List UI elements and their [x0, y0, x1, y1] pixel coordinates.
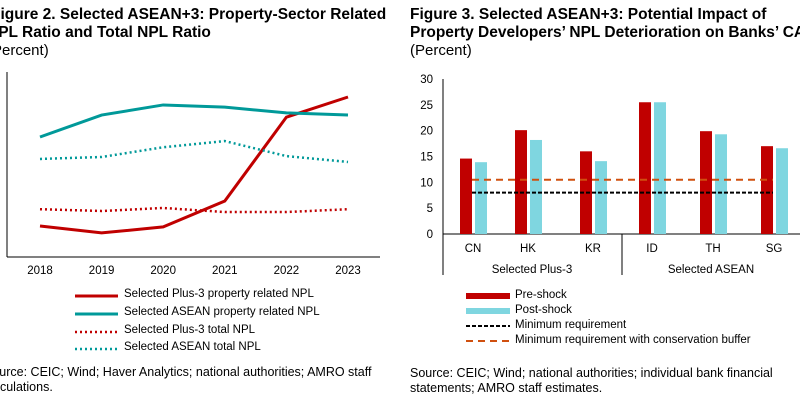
- right-y-tick-label: 10: [420, 177, 433, 189]
- right-source-line1: Source: CEIC; Wind; national authorities…: [410, 366, 773, 380]
- category-label: TH: [705, 243, 720, 255]
- left-x-tick-label: 2021: [212, 265, 238, 277]
- bar-pre-HK: [515, 130, 527, 234]
- bar-pre-CN: [460, 158, 472, 234]
- left-source-line1: Source: CEIC; Wind; Haver Analytics; nat…: [0, 365, 372, 379]
- category-label: ID: [646, 243, 658, 255]
- line-series-1: [39, 103, 349, 139]
- legend-label-3: Selected ASEAN total NPL: [124, 341, 261, 353]
- bar-pre-SG: [761, 146, 773, 234]
- category-label: KR: [585, 243, 601, 255]
- left-unit: (Percent): [0, 42, 49, 59]
- group-label: Selected Plus-3: [492, 264, 573, 276]
- legend-label-buffer: Minimum requirement with conservation bu…: [515, 334, 751, 346]
- right-source-line2: statements; AMRO staff estimates.: [410, 381, 603, 395]
- right-y-tick-label: 30: [420, 74, 433, 86]
- bar-pre-ID: [639, 102, 651, 234]
- left-x-tick-label: 2018: [27, 265, 53, 277]
- bar-post-CN: [475, 162, 487, 234]
- bar-post-TH: [715, 134, 727, 234]
- bar-pre-TH: [700, 131, 712, 234]
- left-title-line1: Figure 2. Selected ASEAN+3: Property-Sec…: [0, 6, 387, 23]
- bar-post-KR: [595, 161, 607, 234]
- legend-label-0: Selected Plus-3 property related NPL: [124, 288, 314, 300]
- group-label: Selected ASEAN: [668, 264, 754, 276]
- category-label: SG: [766, 243, 783, 255]
- category-label: HK: [520, 243, 536, 255]
- right-y-tick-label: 0: [427, 229, 433, 241]
- line-series-3: [39, 139, 349, 164]
- left-title-line2: NPL Ratio and Total NPL Ratio: [0, 24, 211, 41]
- right-title-line1: Figure 3. Selected ASEAN+3: Potential Im…: [410, 6, 767, 23]
- legend-label-1: Selected ASEAN property related NPL: [124, 306, 320, 318]
- right-title-line2: Property Developers’ NPL Deterioration o…: [410, 24, 800, 41]
- left-source-line2: calculations.: [0, 380, 53, 394]
- left-x-tick-label: 2020: [150, 265, 176, 277]
- left-x-tick-label: 2023: [335, 265, 361, 277]
- bar-post-HK: [530, 139, 542, 234]
- legend-label-2: Selected Plus-3 total NPL: [124, 324, 256, 336]
- right-y-tick-label: 25: [420, 100, 433, 112]
- right-y-tick-label: 15: [420, 152, 433, 164]
- category-label: CN: [465, 243, 482, 255]
- line-series-2: [39, 206, 349, 214]
- bar-post-SG: [776, 148, 788, 234]
- legend-label-min: Minimum requirement: [515, 319, 627, 331]
- left-x-tick-label: 2019: [89, 265, 115, 277]
- left-x-tick-label: 2022: [274, 265, 300, 277]
- right-y-tick-label: 20: [420, 126, 433, 138]
- right-unit: (Percent): [410, 42, 472, 59]
- legend-label-pre: Pre-shock: [515, 289, 567, 301]
- bar-post-ID: [654, 102, 666, 234]
- legend-swatch-pre: [466, 293, 510, 299]
- right-y-tick-label: 5: [427, 203, 433, 215]
- legend-swatch-post: [466, 308, 510, 314]
- legend-label-post: Post-shock: [515, 304, 572, 316]
